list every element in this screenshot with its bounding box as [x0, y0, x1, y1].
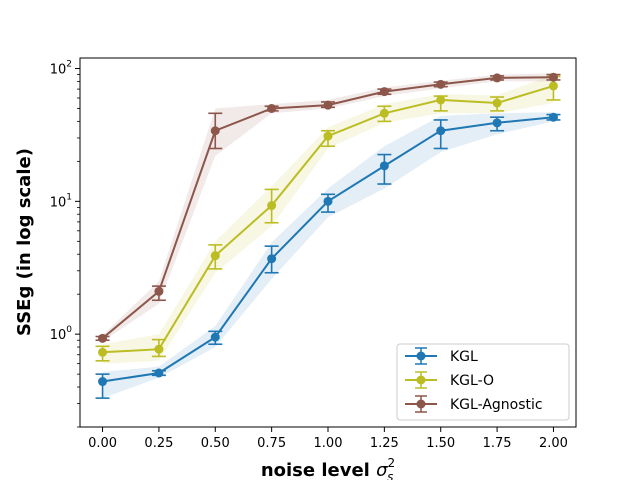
x-tick-label: 0.50 — [201, 436, 230, 451]
x-tick-label: 1.00 — [314, 436, 343, 451]
y-tick-exponent: 0 — [66, 325, 72, 335]
legend-label-kgl: KGL — [450, 349, 478, 365]
point-kgl-o — [210, 251, 220, 261]
point-kgl — [154, 368, 164, 378]
point-kgl-agnostic — [492, 73, 502, 83]
legend-marker-kgl-o — [416, 375, 426, 385]
x-axis-title: noise level σ2 s — [261, 456, 395, 480]
x-tick-label: 0.00 — [88, 436, 117, 451]
y-tick-base: 10 — [50, 328, 67, 343]
x-axis-title-subscript: s — [387, 470, 393, 480]
y-tick-base: 10 — [50, 195, 67, 210]
point-kgl-agnostic — [210, 126, 220, 136]
legend-marker-kgl-agnostic — [416, 399, 426, 409]
point-kgl — [436, 126, 446, 136]
y-tick-exponent: 2 — [66, 60, 72, 70]
y-axis-title: SSEg (in log scale) — [14, 148, 35, 336]
x-axis-title-text: noise level — [261, 460, 376, 480]
data-points — [98, 72, 558, 387]
x-axis-title-symbol: σ — [376, 460, 388, 480]
point-kgl-agnostic — [154, 286, 164, 296]
legend-label-kgl-agnostic: KGL-Agnostic — [450, 397, 543, 413]
point-kgl-o — [379, 108, 389, 118]
point-kgl — [323, 196, 333, 206]
x-tick-label: 0.75 — [257, 436, 286, 451]
point-kgl — [379, 161, 389, 171]
point-kgl — [548, 112, 558, 122]
point-kgl — [267, 254, 277, 264]
point-kgl-o — [98, 347, 108, 357]
x-tick-label: 2.00 — [539, 436, 568, 451]
y-tick-base: 10 — [50, 63, 67, 78]
y-tick-label: 102 — [50, 60, 72, 78]
legend-label-kgl-o: KGL-O — [450, 373, 494, 389]
point-kgl-o — [436, 95, 446, 105]
band-kgl — [102, 112, 554, 399]
point-kgl-agnostic — [548, 72, 558, 82]
point-kgl-agnostic — [436, 79, 446, 89]
point-kgl-o — [492, 98, 502, 108]
y-tick-label: 101 — [50, 192, 72, 210]
legend-marker-kgl — [416, 351, 426, 361]
point-kgl-agnostic — [267, 104, 277, 114]
point-kgl-o — [548, 81, 558, 91]
y-tick-label: 100 — [50, 325, 73, 343]
point-kgl — [492, 118, 502, 128]
x-tick-label: 1.75 — [483, 436, 512, 451]
x-axis-title-superscript: 2 — [388, 456, 396, 470]
x-tick-label: 0.25 — [144, 436, 173, 451]
y-tick-exponent: 1 — [66, 192, 72, 202]
point-kgl-agnostic — [323, 100, 333, 110]
point-kgl — [98, 377, 108, 387]
point-kgl-o — [267, 201, 277, 211]
legend: KGL KGL-O KGL-Agnostic — [396, 343, 570, 421]
x-tick-label: 1.25 — [370, 436, 399, 451]
x-tick-label: 1.50 — [426, 436, 455, 451]
point-kgl-agnostic — [98, 333, 108, 343]
point-kgl-o — [154, 344, 164, 354]
point-kgl-o — [323, 131, 333, 141]
point-kgl — [210, 332, 220, 342]
x-axis-ticks: 0.00 0.25 0.50 0.75 1.00 1.25 1.50 1.75 2.00 — [88, 427, 568, 451]
legend-box — [396, 343, 570, 421]
point-kgl-agnostic — [379, 87, 389, 97]
